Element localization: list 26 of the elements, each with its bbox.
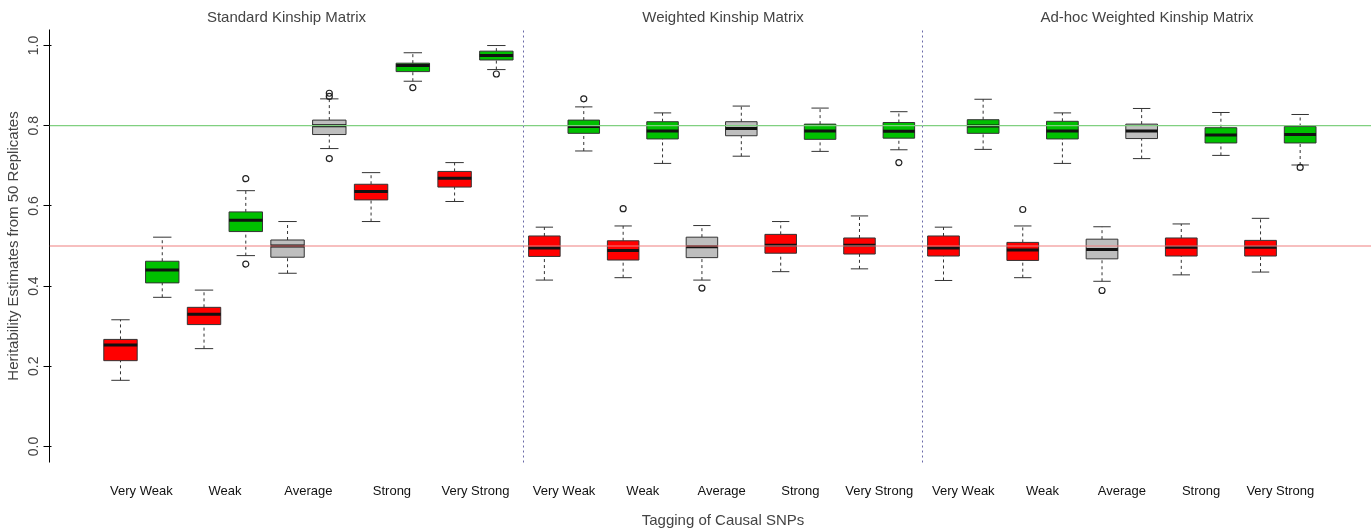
x-tick-label: Average: [284, 482, 333, 498]
y-tick-label: 0.2: [25, 356, 42, 377]
x-tick-label: Average: [1097, 482, 1146, 498]
y-tick-label: 0.8: [25, 115, 42, 136]
chart-title: Weighted Kinship Matrix: [642, 7, 805, 25]
x-axis-title: Tagging of Causal SNPs: [641, 510, 805, 528]
x-tick-label: Very Weak: [532, 482, 596, 498]
x-tick-label: Very Strong: [1246, 482, 1315, 498]
x-tick-label: Strong: [372, 482, 412, 498]
x-tick-label: Very Strong: [441, 482, 510, 498]
chart-title: Standard Kinship Matrix: [206, 7, 367, 25]
x-tick-label: Very Weak: [110, 482, 174, 498]
chart-title: Ad-hoc Weighted Kinship Matrix: [1040, 7, 1255, 25]
y-tick-label: 0.6: [25, 195, 42, 216]
y-axis-title: Heritability Estimates from 50 Replicates: [3, 111, 21, 381]
x-tick-label: Strong: [781, 482, 820, 498]
x-tick-label: Strong: [1181, 482, 1221, 498]
x-tick-label: Very Weak: [932, 482, 996, 498]
x-tick-label: Weak: [208, 482, 242, 498]
y-tick-label: 0.0: [25, 436, 42, 457]
y-tick-label: 1.0: [25, 35, 42, 56]
x-tick-label: Weak: [626, 482, 660, 498]
x-tick-label: Weak: [1026, 482, 1060, 498]
x-tick-label: Average: [697, 482, 746, 498]
y-tick-label: 0.4: [25, 276, 42, 296]
x-tick-label: Very Strong: [845, 482, 914, 498]
